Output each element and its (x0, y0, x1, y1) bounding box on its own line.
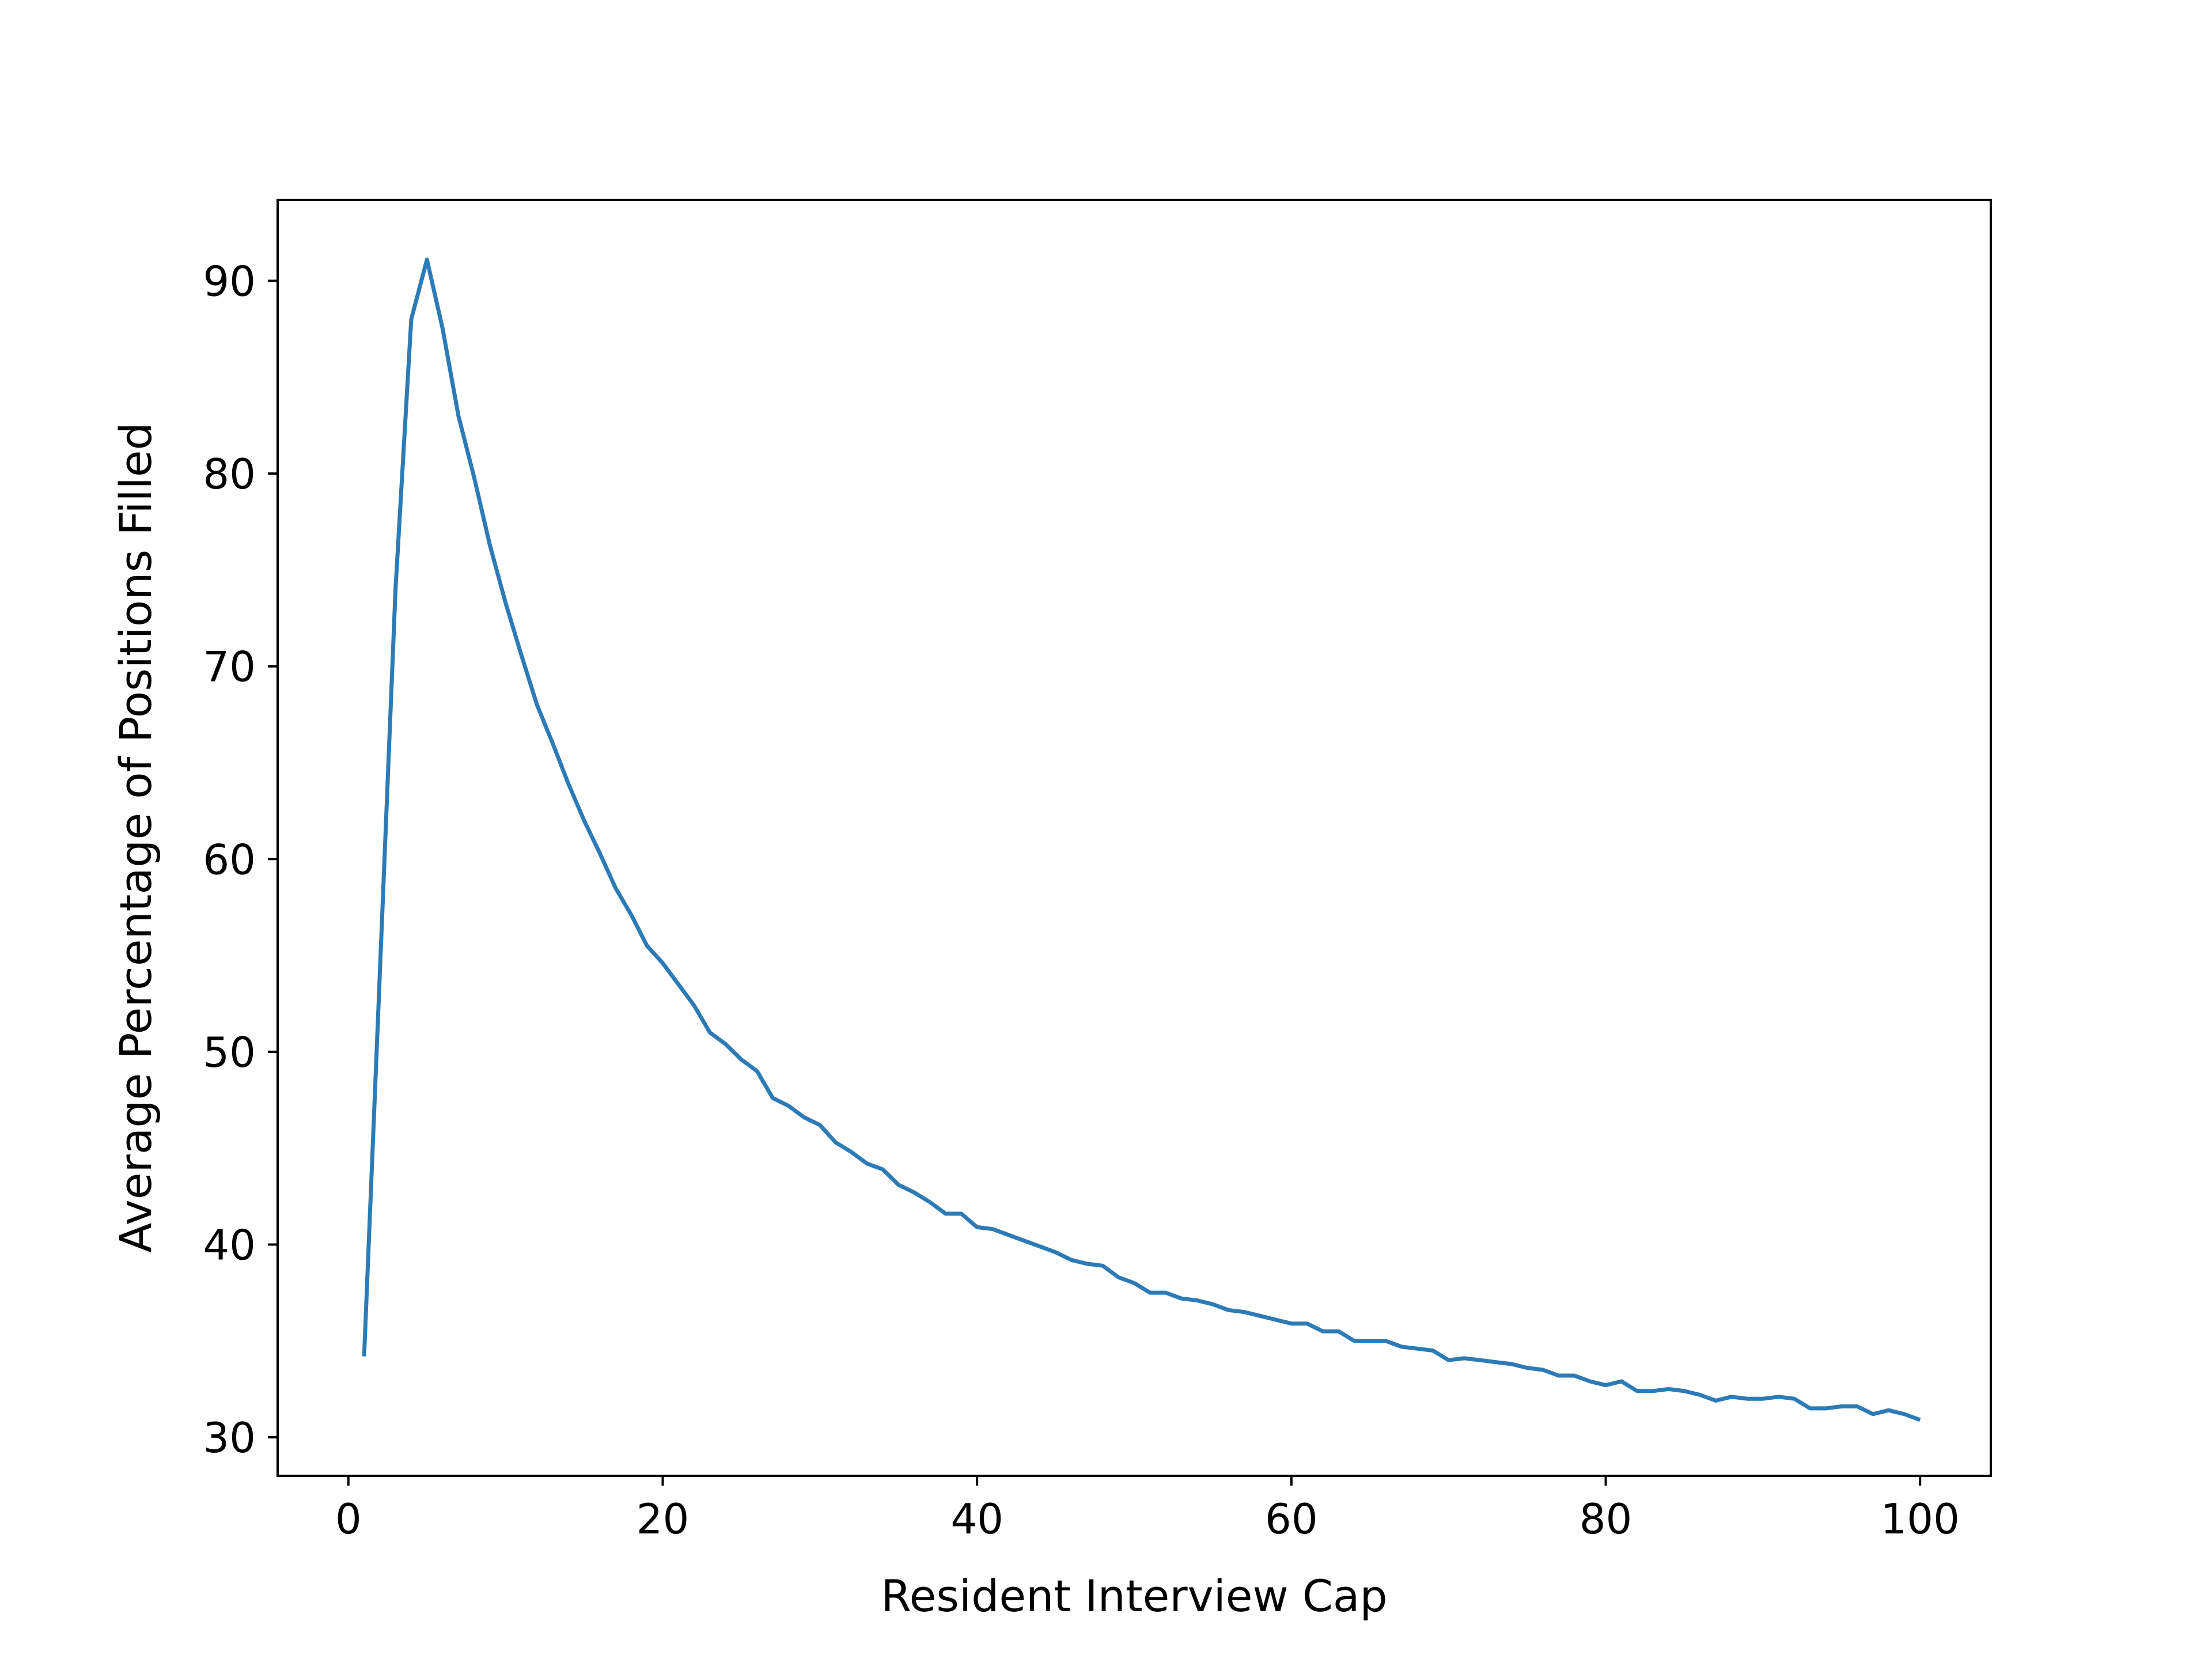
x-tick-label: 80 (1580, 1495, 1633, 1543)
x-axis-label: Resident Interview Cap (881, 1570, 1387, 1622)
y-axis-ticks: 30 40 50 60 70 80 90 (203, 257, 278, 1462)
y-tick-label: 50 (203, 1028, 256, 1077)
x-tick-label: 20 (637, 1495, 690, 1543)
y-tick-label: 70 (203, 643, 256, 691)
y-axis-label: Average Percentage of Positions Filled (110, 422, 161, 1253)
y-tick-label: 90 (203, 257, 256, 306)
y-tick-label: 30 (203, 1414, 256, 1462)
y-tick-label: 40 (203, 1221, 256, 1269)
series-line (362, 257, 1921, 1422)
y-tick-label: 80 (203, 450, 256, 498)
x-tick-label: 100 (1881, 1495, 1960, 1543)
x-tick-label: 60 (1265, 1495, 1318, 1543)
plot-frame (276, 199, 1992, 1477)
x-tick-label: 40 (950, 1495, 1003, 1543)
x-tick-label: 0 (335, 1495, 362, 1543)
y-tick-label: 60 (203, 835, 256, 884)
x-axis-ticks: 0 20 40 60 80 100 (335, 1476, 1960, 1543)
